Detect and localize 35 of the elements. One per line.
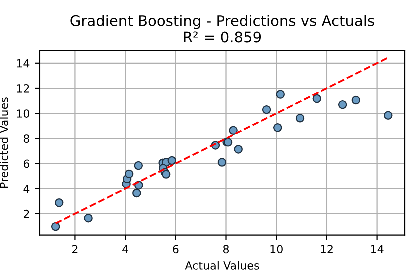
point xyxy=(296,114,305,123)
point xyxy=(384,111,393,120)
point xyxy=(132,188,142,198)
y-tick-label: 10 xyxy=(17,110,30,118)
point xyxy=(134,161,144,170)
point xyxy=(218,158,227,167)
x-tick-label: 6 xyxy=(173,245,179,254)
x-tick-label: 4 xyxy=(122,245,128,254)
point xyxy=(352,96,361,105)
y-tick-label: 4 xyxy=(24,184,30,194)
x-axis-title: Actual Values xyxy=(185,261,260,270)
y-tick-label: 8 xyxy=(24,134,30,144)
y-tick-label: 2 xyxy=(24,210,30,218)
x-tick-label: 14 xyxy=(371,245,384,254)
y-tick-label: 14 xyxy=(17,60,30,68)
point xyxy=(234,145,243,154)
point xyxy=(54,198,64,208)
point xyxy=(168,156,176,166)
x-tick-label: 10 xyxy=(270,245,283,254)
point xyxy=(274,124,282,132)
x-tick-label: 8 xyxy=(223,245,230,254)
y-tick-label: 12 xyxy=(17,84,30,93)
point xyxy=(84,214,93,223)
point xyxy=(124,170,134,179)
x-tick-label: 2 xyxy=(72,245,78,254)
y-tick-label: 6 xyxy=(24,160,30,168)
point xyxy=(262,105,272,114)
x-tick-label: 12 xyxy=(321,245,333,254)
point xyxy=(51,222,60,232)
y-axis-title: Predicted Values xyxy=(0,98,8,188)
chart-title: Gradient Boosting - Predictions vs Actuals R² = 0.859 xyxy=(70,15,374,43)
point xyxy=(312,94,322,104)
point xyxy=(338,100,348,110)
point xyxy=(229,126,238,136)
point xyxy=(276,90,285,99)
